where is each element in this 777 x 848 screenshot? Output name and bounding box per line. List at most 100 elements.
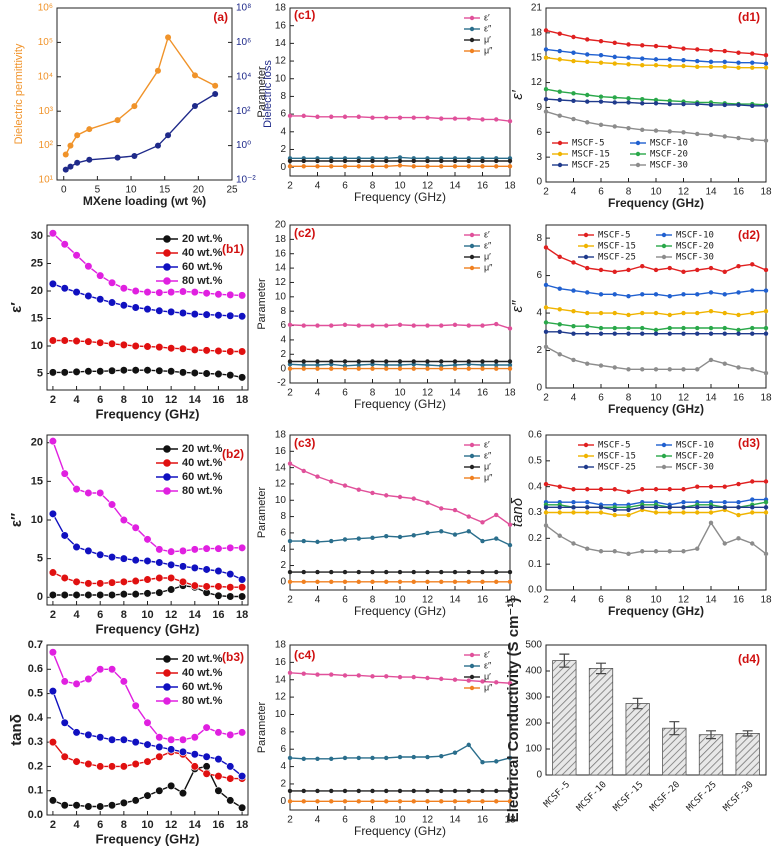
marker <box>763 308 769 314</box>
marker <box>397 788 403 794</box>
y-tick-label: 25 <box>31 257 43 269</box>
marker <box>452 799 458 804</box>
marker <box>667 57 672 62</box>
marker <box>653 43 659 49</box>
y-tick-label: 10⁴ <box>38 71 53 82</box>
marker <box>557 48 562 54</box>
legend-label: MSCF-30 <box>650 161 688 171</box>
marker <box>612 100 617 105</box>
marker <box>640 62 645 68</box>
marker <box>708 325 714 331</box>
marker <box>287 366 293 371</box>
y-tick-label: 10 <box>275 73 287 84</box>
marker <box>96 579 105 588</box>
marker <box>494 536 499 541</box>
marker <box>653 549 659 554</box>
marker <box>557 113 562 118</box>
marker <box>342 164 348 169</box>
marker <box>143 718 152 727</box>
marker <box>681 499 686 505</box>
marker <box>96 802 105 811</box>
marker <box>143 342 152 351</box>
marker <box>301 362 306 368</box>
marker <box>178 368 188 377</box>
marker <box>74 159 81 166</box>
marker <box>640 101 645 106</box>
marker <box>237 575 247 584</box>
marker <box>640 505 645 510</box>
marker <box>237 347 247 356</box>
marker <box>84 802 93 811</box>
marker <box>695 484 700 489</box>
x-tick-label: 18 <box>760 187 772 198</box>
legend-marker <box>163 445 171 453</box>
marker <box>114 154 121 161</box>
marker <box>72 757 81 766</box>
y-tick-label: 0.1 <box>528 559 542 570</box>
y-tick-label: 8 <box>280 91 286 102</box>
y-tick-label: 14 <box>275 462 287 473</box>
marker <box>653 57 659 62</box>
legend-label: ε″ <box>484 660 492 670</box>
marker <box>397 359 403 364</box>
marker <box>329 799 334 804</box>
x-axis-label: Frequency (GHz) <box>354 824 446 838</box>
marker <box>107 278 117 287</box>
marker <box>653 97 659 103</box>
marker <box>315 799 320 804</box>
legend-marker <box>583 254 589 260</box>
marker <box>143 535 152 544</box>
y-tick-label: 6 <box>280 109 286 120</box>
y-tick-label: 30 <box>31 230 43 242</box>
marker <box>119 554 128 563</box>
marker <box>155 343 164 352</box>
marker <box>598 267 604 273</box>
marker <box>585 37 590 42</box>
marker <box>214 591 223 600</box>
x-tick-label: MCSF-15 <box>612 780 646 814</box>
x-tick-label: 10 <box>650 187 662 198</box>
marker <box>612 487 617 492</box>
marker <box>60 240 69 249</box>
marker <box>329 538 334 544</box>
marker <box>315 323 320 328</box>
marker <box>287 461 293 466</box>
marker <box>370 755 375 761</box>
x-axis-label: Frequency (GHz) <box>608 604 704 618</box>
marker <box>131 152 138 159</box>
y-tick-label: 14 <box>275 38 287 49</box>
x-tick-label: 16 <box>477 595 489 606</box>
marker <box>466 514 471 519</box>
marker <box>681 310 686 316</box>
marker <box>301 756 306 761</box>
legend-marker <box>163 249 171 257</box>
series-line <box>545 110 767 142</box>
marker <box>237 291 247 300</box>
x-tick-label: 6 <box>598 595 604 606</box>
y-tick-label: 6 <box>280 320 286 331</box>
x-tick-label: MCSF-25 <box>685 780 719 814</box>
x-tick-label: 6 <box>342 388 348 399</box>
marker <box>480 538 485 544</box>
marker <box>237 543 247 552</box>
x-tick-label: 6 <box>97 819 103 831</box>
marker <box>84 337 93 346</box>
marker <box>315 569 320 575</box>
marker <box>750 103 755 108</box>
marker <box>695 58 700 64</box>
x-tick-label: 8 <box>626 595 632 606</box>
marker <box>167 367 176 376</box>
marker <box>178 308 188 318</box>
marker <box>155 558 164 567</box>
marker <box>342 799 348 804</box>
marker <box>667 101 672 107</box>
marker <box>48 229 58 238</box>
y-tick-label: 12 <box>275 692 287 703</box>
y-tick-label: 6 <box>536 270 542 281</box>
marker <box>571 487 576 492</box>
marker <box>653 487 659 492</box>
y-tick-label: 8 <box>280 306 286 317</box>
marker <box>640 264 645 269</box>
panel-label: (b1) <box>222 242 244 256</box>
marker <box>119 590 128 599</box>
